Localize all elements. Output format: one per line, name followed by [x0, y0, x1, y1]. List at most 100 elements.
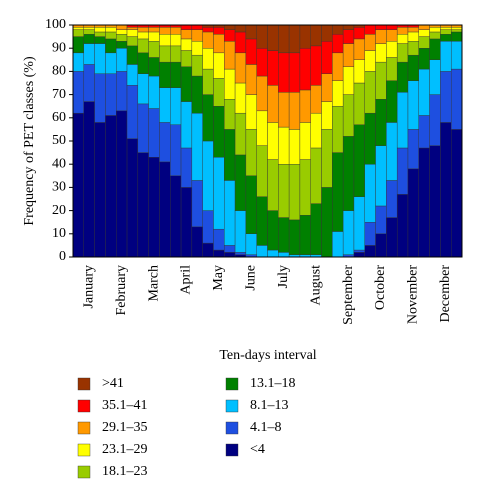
bar-segment — [440, 122, 452, 258]
bar-segment — [310, 45, 322, 86]
bar-segment — [288, 163, 301, 221]
bar-segment — [83, 29, 95, 35]
bar-segment — [202, 94, 214, 142]
bar-segment — [450, 68, 463, 130]
bar-segment — [224, 24, 236, 30]
bar-segment — [170, 27, 182, 35]
bar-segment — [342, 66, 355, 95]
bar-segment — [418, 36, 430, 49]
bar-segment — [332, 105, 344, 153]
legend-label: 8.1–13 — [250, 398, 289, 413]
bar-segment — [72, 36, 85, 54]
legend-label: 35.1–41 — [102, 398, 148, 413]
x-tick-label: January — [81, 265, 96, 309]
bar-segment — [159, 45, 171, 63]
bar-segment — [191, 226, 203, 258]
legend-swatch — [77, 465, 91, 479]
bar-segment — [278, 126, 290, 165]
bar-segment — [191, 180, 203, 228]
bar-segment — [310, 112, 322, 149]
bar-segment — [288, 129, 301, 165]
bar-segment — [364, 71, 376, 114]
bar-segment — [310, 203, 322, 255]
y-tick-label: 70 — [52, 87, 66, 102]
bar-segment — [353, 27, 365, 40]
bar-segment — [364, 34, 376, 51]
bar-segment — [148, 31, 160, 42]
bar-segment — [332, 152, 344, 232]
bar-segment — [191, 75, 203, 114]
bar-segment — [418, 115, 430, 149]
bar-segment — [332, 24, 344, 35]
legend-swatch — [225, 377, 239, 391]
bar-segment — [137, 31, 149, 40]
bar-segment — [288, 52, 301, 93]
bar-segment — [256, 110, 268, 146]
bar-segment — [332, 52, 344, 81]
bar-segment — [440, 27, 452, 30]
x-tick-label: November — [406, 265, 421, 324]
x-tick-label: September — [341, 265, 356, 325]
bar-segment — [180, 187, 193, 258]
bar-segment — [94, 31, 106, 37]
bar-segment — [148, 157, 160, 258]
bar-segment — [386, 180, 398, 218]
bar-segment — [105, 115, 117, 258]
bar-segment — [407, 80, 419, 130]
legend-label: 23.1–29 — [102, 442, 148, 457]
bar-segment — [321, 24, 333, 42]
bar-segment — [429, 59, 441, 95]
bar-segment — [234, 112, 247, 156]
bar-segment — [364, 221, 376, 246]
bar-segment — [105, 38, 117, 54]
bar-segment — [429, 27, 441, 33]
legend-swatch — [77, 421, 91, 435]
bar-segment — [72, 29, 85, 37]
bar-segment — [159, 34, 171, 47]
bar-segment — [256, 48, 268, 77]
bar-segment — [440, 34, 452, 42]
bar-segment — [83, 101, 95, 258]
bar-segment — [116, 24, 128, 30]
bar-segment — [299, 89, 311, 123]
bar-segment — [191, 41, 203, 56]
y-axis-title: Frequency of PET classes (%) — [22, 56, 37, 226]
bar-segment — [72, 52, 85, 72]
y-tick-label: 10 — [52, 226, 66, 241]
bar-segment — [375, 145, 387, 207]
bar-segment — [353, 124, 365, 197]
bar-segment — [396, 34, 409, 44]
bar-segment — [288, 92, 301, 130]
bar-segment — [94, 43, 106, 74]
bar-segment — [342, 136, 355, 211]
y-tick-label: 100 — [45, 17, 66, 32]
bar-segment — [105, 27, 117, 33]
bar-segment — [396, 27, 409, 35]
bar-segment — [245, 175, 257, 235]
bar-segment — [342, 24, 355, 30]
bar-segment — [191, 54, 203, 77]
bar-segment — [213, 34, 225, 54]
x-tick-label: March — [146, 265, 161, 302]
bar-segment — [353, 38, 365, 60]
bar-segment — [342, 43, 355, 67]
bar-segment — [148, 108, 160, 158]
x-tick-label: April — [179, 265, 194, 295]
bar-segment — [148, 75, 160, 109]
legend-label: 4.1–8 — [250, 420, 282, 435]
bar-segment — [396, 92, 409, 149]
bar-segment — [256, 245, 268, 258]
bar-segment — [213, 78, 225, 107]
bar-segment — [407, 54, 419, 81]
bar-segment — [332, 34, 344, 54]
bar-segment — [299, 159, 311, 216]
legend-swatch — [77, 377, 91, 391]
bar-segment — [267, 85, 279, 123]
bar-segment — [407, 27, 419, 33]
bar-segment — [267, 122, 279, 160]
bar-segment — [278, 24, 290, 54]
bar-segment — [256, 24, 268, 49]
bar-segment — [299, 48, 311, 91]
bar-segment — [159, 27, 171, 35]
